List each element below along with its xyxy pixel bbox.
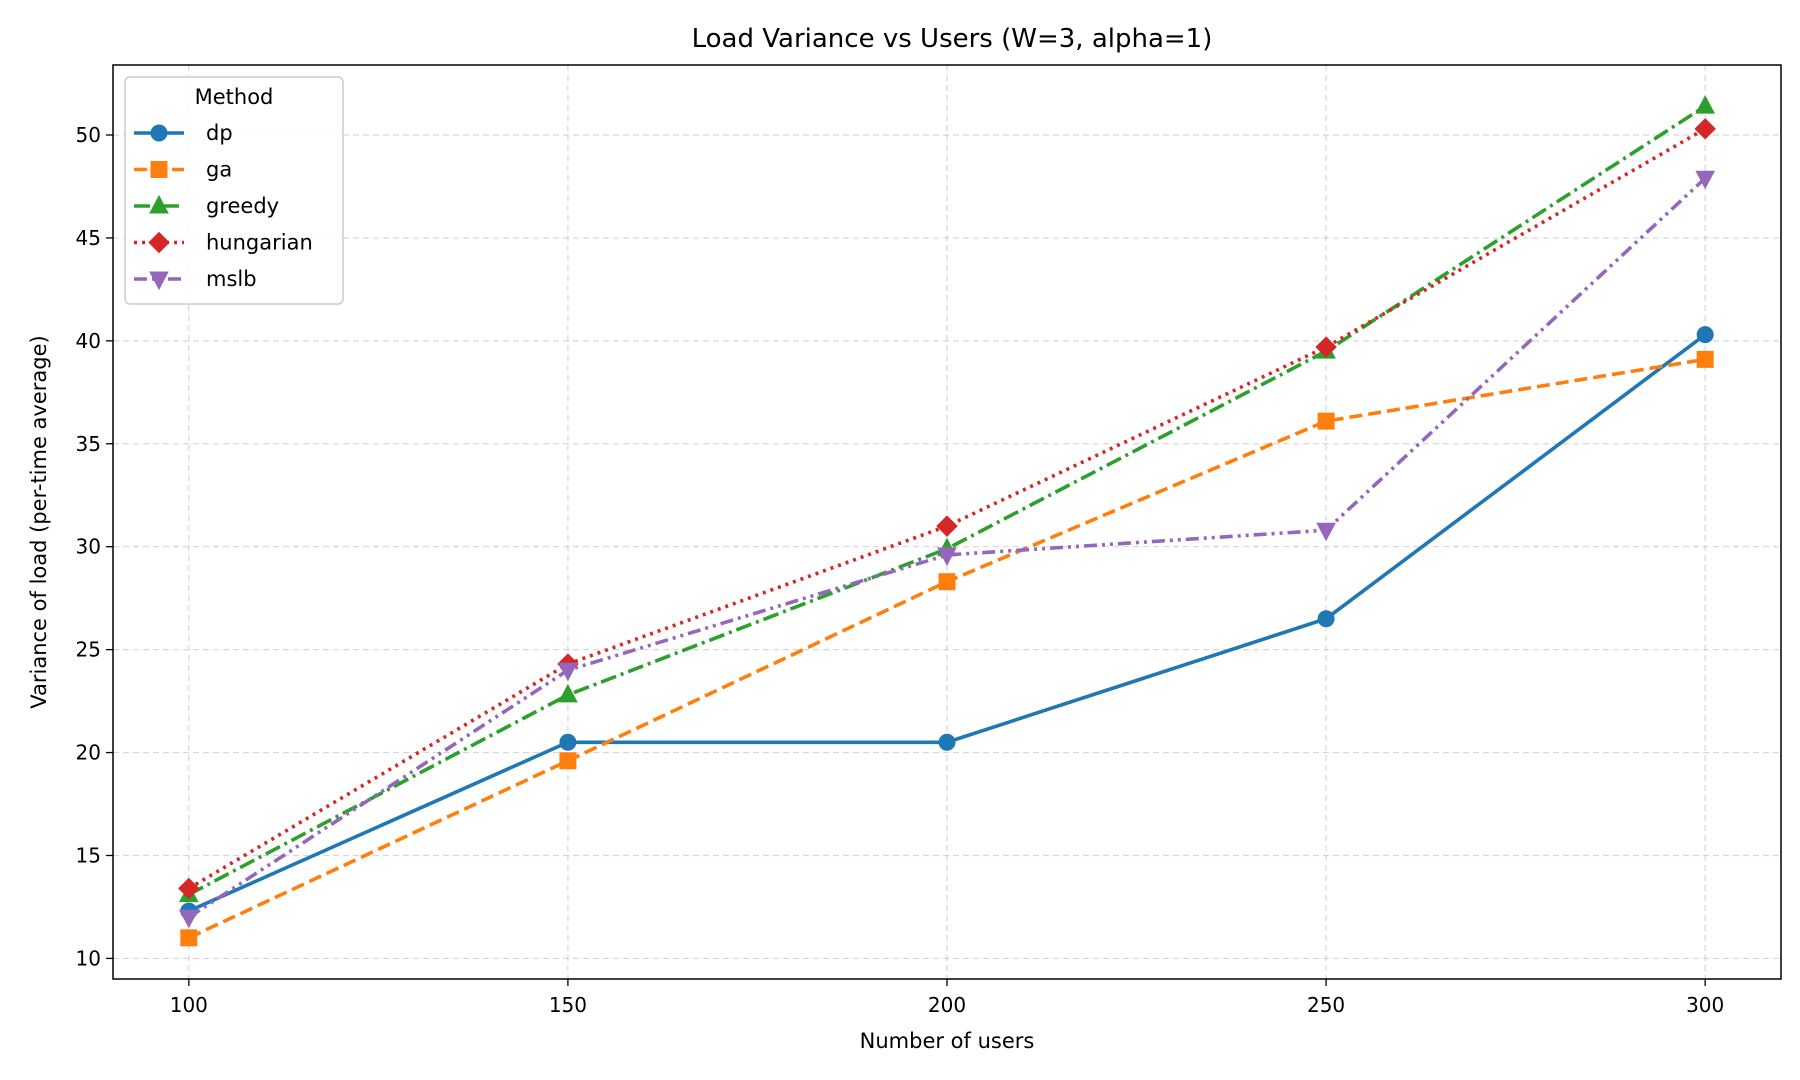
data-point-mslb: [178, 909, 199, 929]
legend-label: greedy: [206, 194, 279, 218]
series-mslb: [178, 170, 1716, 929]
legend-label: mslb: [206, 267, 257, 291]
series-hungarian: [178, 118, 1716, 900]
x-tick-label: 200: [928, 993, 966, 1017]
y-tick-label: 40: [76, 329, 101, 353]
series-layer: [178, 95, 1716, 947]
data-point-dp: [938, 733, 956, 751]
chart-title: Load Variance vs Users (W=3, alpha=1): [692, 24, 1213, 54]
legend-label: hungarian: [206, 231, 313, 255]
data-point-ga: [1317, 412, 1335, 430]
legend-marker: [150, 161, 168, 178]
legend-item-ga: ga: [134, 158, 232, 182]
data-point-hungarian: [1694, 118, 1716, 140]
y-axis: 10 15 20 25 30 35 40 45 50: [76, 123, 113, 970]
data-point-greedy: [558, 683, 578, 703]
x-tick-label: 150: [549, 993, 587, 1017]
legend-label: ga: [206, 158, 232, 182]
x-tick-label: 250: [1307, 993, 1345, 1017]
legend-item-mslb: mslb: [134, 267, 257, 291]
data-point-ga: [559, 752, 577, 770]
legend-marker: [149, 271, 169, 291]
legend-item-hungarian: hungarian: [134, 231, 313, 255]
y-tick-label: 45: [76, 226, 101, 250]
y-tick-label: 20: [76, 741, 101, 765]
data-point-mslb: [558, 662, 578, 682]
x-tick-label: 100: [170, 993, 208, 1017]
legend-marker: [149, 194, 169, 214]
legend-item-greedy: greedy: [134, 194, 279, 218]
data-point-greedy: [1695, 95, 1716, 114]
series-ga: [180, 350, 1714, 947]
data-point-mslb: [937, 547, 957, 567]
x-tick-label: 300: [1686, 993, 1724, 1017]
x-axis-label: Number of users: [860, 1029, 1035, 1053]
data-point-dp: [1696, 326, 1714, 344]
legend-title: Method: [195, 85, 274, 109]
legend-label: dp: [206, 121, 233, 145]
series-line-hungarian: [187, 127, 1707, 890]
y-tick-label: 50: [76, 123, 101, 147]
series-line-mslb: [187, 176, 1707, 919]
y-tick-label: 15: [76, 843, 101, 867]
y-tick-label: 35: [76, 432, 101, 456]
data-point-hungarian: [936, 515, 958, 537]
y-tick-label: 10: [76, 946, 101, 970]
legend: Method dp ga greedy hungarian mslb: [124, 76, 344, 305]
data-point-mslb: [1695, 170, 1716, 190]
y-tick-label: 25: [76, 638, 101, 662]
data-point-ga: [1696, 350, 1714, 368]
data-point-mslb: [1316, 522, 1336, 542]
data-point-ga: [180, 929, 198, 947]
data-point-dp: [1317, 610, 1335, 628]
data-point-dp: [559, 733, 577, 751]
y-tick-label: 30: [76, 535, 101, 559]
legend-marker: [150, 124, 168, 142]
x-axis: 100 150 200 250 300: [170, 979, 1724, 1017]
legend-item-dp: dp: [134, 121, 233, 145]
data-point-hungarian: [178, 877, 200, 900]
legend-marker: [148, 231, 170, 254]
y-axis-label: Variance of load (per-time average): [27, 335, 51, 708]
data-point-ga: [938, 573, 956, 591]
data-point-hungarian: [1315, 336, 1337, 358]
grid: [113, 65, 1781, 979]
legend-items: dp ga greedy hungarian mslb: [134, 121, 313, 291]
